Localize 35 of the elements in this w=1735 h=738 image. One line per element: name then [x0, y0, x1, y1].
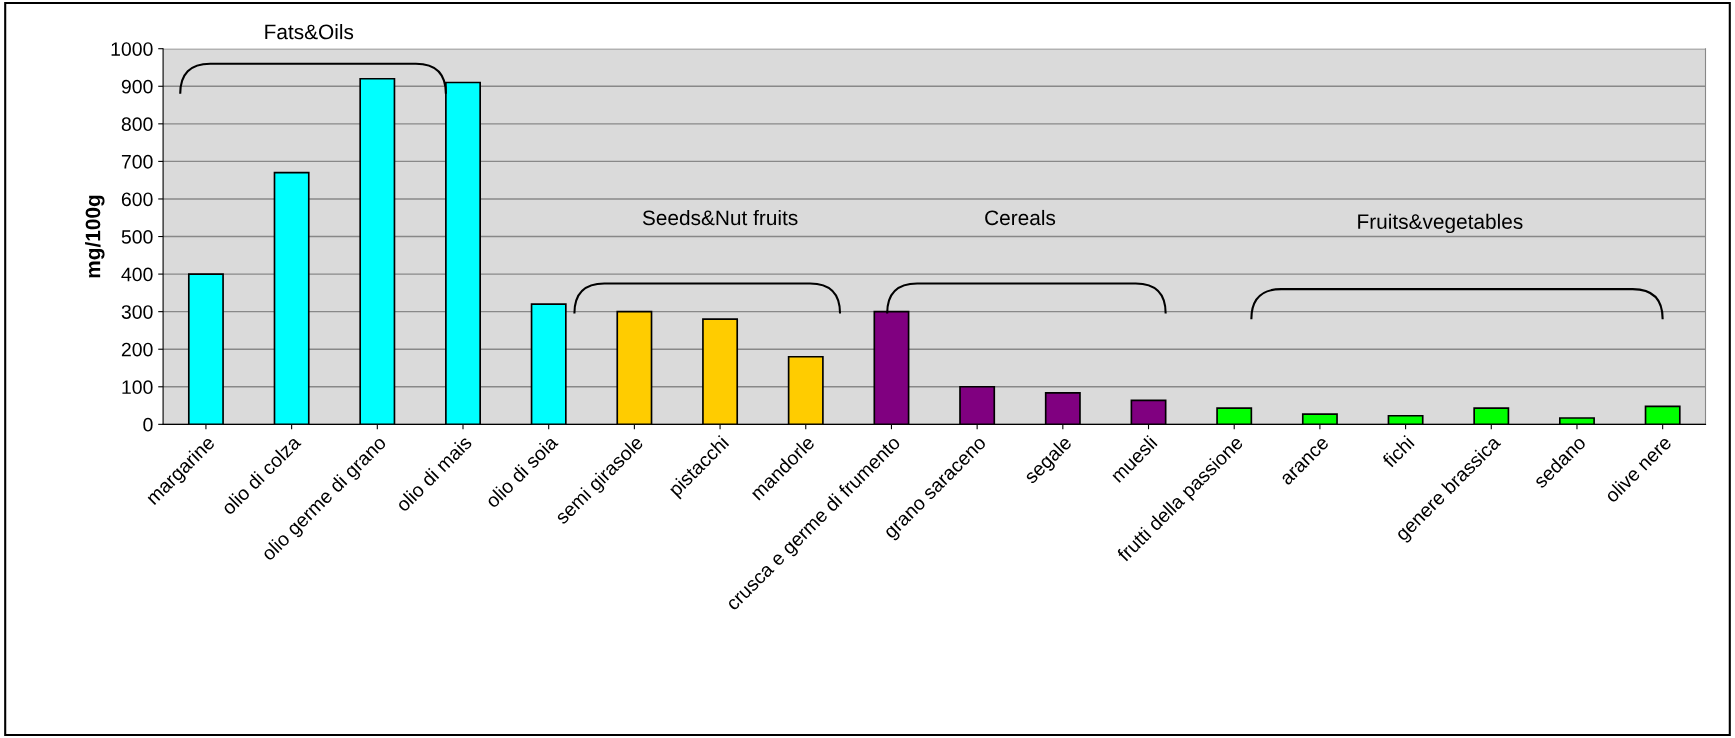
x-tick-label: fichi — [1381, 435, 1415, 469]
y-tick-label: 800 — [121, 117, 153, 132]
bar — [1473, 407, 1510, 425]
bar — [1301, 413, 1338, 425]
bar — [616, 310, 653, 425]
y-tick-label: 700 — [121, 154, 153, 169]
y-tick-label: 1000 — [111, 42, 153, 56]
bar — [1558, 417, 1595, 425]
y-tick-label: 600 — [121, 192, 153, 207]
x-tick-label: olive nere — [1603, 434, 1673, 504]
annotation: Fruits&vegetables — [1358, 213, 1523, 234]
bar — [787, 355, 824, 425]
annotation: Seeds&Nut fruits — [642, 209, 798, 226]
bar — [1216, 407, 1253, 425]
y-tick-label: 200 — [121, 342, 153, 357]
y-tick-label: 100 — [122, 380, 153, 395]
bar — [1130, 399, 1167, 425]
bar — [702, 318, 739, 425]
y-axis-title: mg/100g — [85, 195, 105, 278]
bar — [530, 303, 567, 425]
bar — [959, 385, 996, 425]
bar — [273, 171, 310, 425]
x-tick-label: olio di soia — [484, 434, 559, 509]
bar — [1044, 391, 1081, 425]
bar — [359, 77, 396, 425]
y-tick-label: 0 — [143, 417, 153, 432]
annotation: Cereals — [985, 209, 1056, 226]
y-tick-label: 400 — [121, 267, 153, 282]
bar — [1644, 405, 1681, 425]
text: Fats&Oils — [265, 23, 354, 40]
bar — [1387, 414, 1424, 425]
y-tick-label: 300 — [121, 305, 153, 319]
y-tick-label: 500 — [121, 230, 153, 244]
bar — [187, 273, 224, 425]
y-tick-label: 900 — [121, 79, 153, 94]
